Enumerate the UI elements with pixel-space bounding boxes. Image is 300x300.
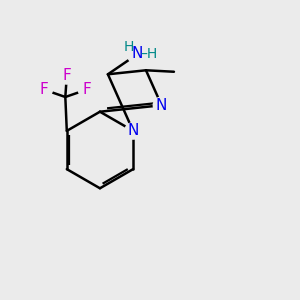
- Text: N: N: [128, 123, 139, 138]
- Text: –H: –H: [140, 47, 157, 61]
- Text: N: N: [156, 98, 167, 113]
- Text: F: F: [82, 82, 91, 97]
- Circle shape: [36, 81, 52, 98]
- Circle shape: [153, 97, 170, 113]
- Text: F: F: [62, 68, 71, 83]
- Circle shape: [125, 123, 141, 139]
- Text: F: F: [40, 82, 49, 97]
- Text: H: H: [124, 40, 134, 54]
- Circle shape: [127, 44, 148, 64]
- Circle shape: [58, 68, 75, 84]
- Circle shape: [78, 81, 95, 98]
- Text: N: N: [132, 46, 143, 61]
